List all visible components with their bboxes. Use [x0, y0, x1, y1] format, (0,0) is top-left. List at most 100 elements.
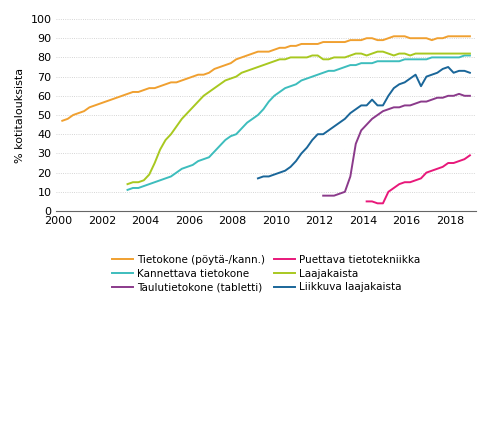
Laajakaista: [467, 51, 473, 56]
Puettava tietotekniikka: [456, 159, 462, 164]
Liikkuva laajakaista: [358, 103, 364, 108]
Liikkuva laajakaista: [385, 93, 391, 98]
Liikkuva laajakaista: [309, 137, 315, 142]
Taulutietokone (tabletti): [407, 103, 413, 108]
Liikkuva laajakaista: [364, 103, 370, 108]
Liikkuva laajakaista: [445, 65, 451, 70]
Liikkuva laajakaista: [418, 84, 424, 89]
Liikkuva laajakaista: [391, 85, 397, 91]
Liikkuva laajakaista: [260, 174, 266, 179]
Taulutietokone (tabletti): [348, 174, 354, 179]
Puettava tietotekniikka: [380, 201, 386, 206]
Kannettava tietokone: [342, 65, 348, 70]
Kannettava tietokone: [348, 62, 354, 68]
Liikkuva laajakaista: [456, 68, 462, 74]
Liikkuva laajakaista: [348, 110, 354, 116]
Puettava tietotekniikka: [445, 161, 451, 166]
Taulutietokone (tabletti): [375, 113, 381, 118]
Tietokone (pöytä-/kann.): [59, 118, 65, 123]
Line: Liikkuva laajakaista: Liikkuva laajakaista: [258, 67, 470, 178]
Taulutietokone (tabletti): [440, 95, 446, 100]
Liikkuva laajakaista: [462, 68, 467, 74]
Puettava tietotekniikka: [402, 180, 408, 185]
Liikkuva laajakaista: [304, 145, 310, 150]
Laajakaista: [342, 55, 348, 60]
Liikkuva laajakaista: [288, 164, 294, 170]
Puettava tietotekniikka: [391, 185, 397, 190]
Taulutietokone (tabletti): [412, 101, 418, 106]
Laajakaista: [315, 53, 321, 58]
Tietokone (pöytä-/kann.): [201, 72, 207, 77]
Taulutietokone (tabletti): [342, 189, 348, 194]
Laajakaista: [168, 132, 174, 137]
Liikkuva laajakaista: [331, 124, 337, 129]
Liikkuva laajakaista: [375, 103, 381, 108]
Liikkuva laajakaista: [396, 82, 402, 87]
Liikkuva laajakaista: [435, 70, 440, 75]
Puettava tietotekniikka: [467, 153, 473, 158]
Liikkuva laajakaista: [342, 116, 348, 122]
Tietokone (pöytä-/kann.): [272, 47, 277, 52]
Taulutietokone (tabletti): [435, 95, 440, 100]
Kannettava tietokone: [315, 72, 321, 77]
Liikkuva laajakaista: [315, 132, 321, 137]
Liikkuva laajakaista: [299, 151, 304, 156]
Puettava tietotekniikka: [435, 166, 440, 171]
Taulutietokone (tabletti): [391, 105, 397, 110]
Kannettava tietokone: [266, 99, 272, 104]
Puettava tietotekniikka: [385, 189, 391, 194]
Taulutietokone (tabletti): [445, 93, 451, 98]
Liikkuva laajakaista: [282, 168, 288, 173]
Laajakaista: [293, 55, 299, 60]
Liikkuva laajakaista: [272, 172, 277, 177]
Tietokone (pöytä-/kann.): [467, 34, 473, 39]
Laajakaista: [375, 49, 381, 54]
Liikkuva laajakaista: [407, 76, 413, 81]
Puettava tietotekniikka: [418, 176, 424, 181]
Taulutietokone (tabletti): [451, 93, 457, 98]
Puettava tietotekniikka: [396, 181, 402, 187]
Taulutietokone (tabletti): [320, 193, 326, 198]
Taulutietokone (tabletti): [456, 91, 462, 96]
Taulutietokone (tabletti): [326, 193, 331, 198]
Liikkuva laajakaista: [266, 174, 272, 179]
Liikkuva laajakaista: [440, 66, 446, 71]
Taulutietokone (tabletti): [418, 99, 424, 104]
Taulutietokone (tabletti): [467, 93, 473, 98]
Taulutietokone (tabletti): [331, 193, 337, 198]
Laajakaista: [266, 61, 272, 66]
Taulutietokone (tabletti): [385, 107, 391, 112]
Puettava tietotekniikka: [440, 164, 446, 170]
Laajakaista: [348, 53, 354, 58]
Line: Tietokone (pöytä-/kann.): Tietokone (pöytä-/kann.): [62, 36, 470, 121]
Taulutietokone (tabletti): [402, 103, 408, 108]
Taulutietokone (tabletti): [429, 97, 435, 102]
Liikkuva laajakaista: [277, 170, 283, 175]
Legend: Tietokone (pöytä-/kann.), Kannettava tietokone, Taulutietokone (tabletti), Puett: Tietokone (pöytä-/kann.), Kannettava tie…: [108, 251, 424, 296]
Puettava tietotekniikka: [462, 157, 467, 162]
Taulutietokone (tabletti): [380, 109, 386, 114]
Kannettava tietokone: [168, 174, 174, 179]
Kannettava tietokone: [125, 187, 131, 193]
Liikkuva laajakaista: [320, 132, 326, 137]
Liikkuva laajakaista: [429, 72, 435, 77]
Tietokone (pöytä-/kann.): [391, 34, 397, 39]
Taulutietokone (tabletti): [353, 141, 359, 146]
Puettava tietotekniikka: [451, 161, 457, 166]
Taulutietokone (tabletti): [369, 116, 375, 122]
Liikkuva laajakaista: [451, 70, 457, 75]
Line: Taulutietokone (tabletti): Taulutietokone (tabletti): [323, 94, 470, 196]
Puettava tietotekniikka: [423, 170, 429, 175]
Puettava tietotekniikka: [369, 199, 375, 204]
Kannettava tietokone: [467, 53, 473, 58]
Puettava tietotekniikka: [364, 199, 370, 204]
Liikkuva laajakaista: [353, 107, 359, 112]
Puettava tietotekniikka: [412, 178, 418, 183]
Laajakaista: [125, 181, 131, 187]
Liikkuva laajakaista: [423, 74, 429, 79]
Line: Kannettava tietokone: Kannettava tietokone: [128, 56, 470, 190]
Puettava tietotekniikka: [429, 168, 435, 173]
Liikkuva laajakaista: [293, 159, 299, 164]
Liikkuva laajakaista: [369, 97, 375, 102]
Taulutietokone (tabletti): [364, 122, 370, 127]
